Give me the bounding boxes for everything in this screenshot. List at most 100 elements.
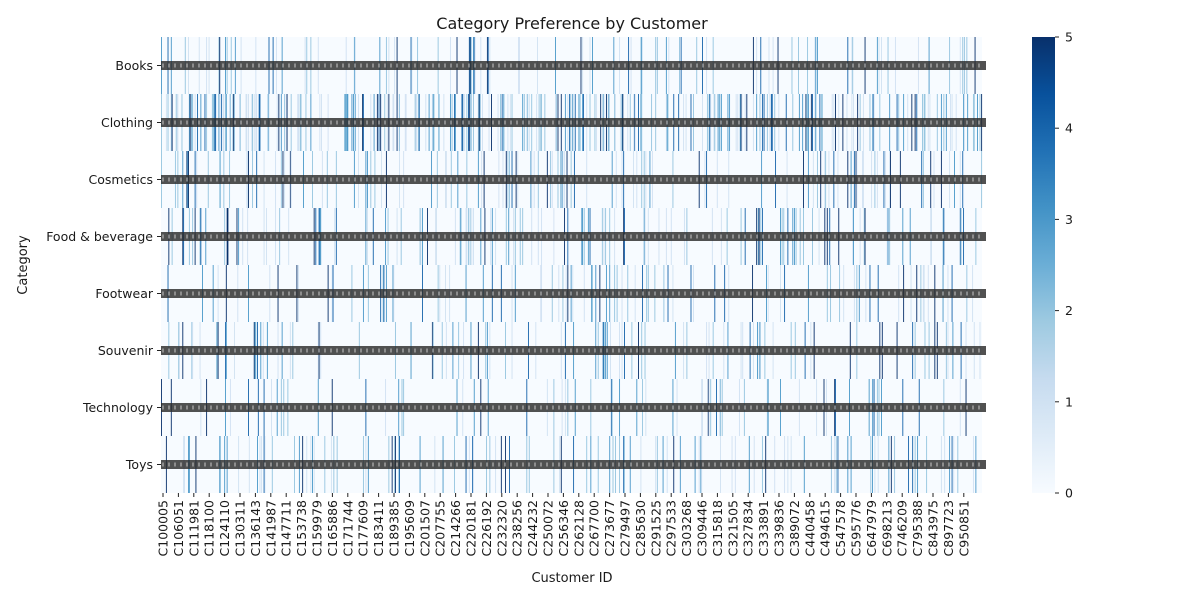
cell-annotation-glyph <box>930 462 932 467</box>
cell-annotation-glyph <box>432 405 434 410</box>
cell-annotation-glyph <box>930 234 932 239</box>
cell-annotation-glyph <box>408 177 410 182</box>
cell-annotation-glyph <box>264 177 266 182</box>
cell-annotation-glyph <box>420 234 422 239</box>
cell-annotation-glyph <box>702 462 704 467</box>
cell-annotation-glyph <box>510 120 512 125</box>
cell-annotation-glyph <box>294 405 296 410</box>
colorbar-tick-label: 4 <box>1065 121 1073 136</box>
cell-annotation-glyph <box>966 120 968 125</box>
cell-annotation-glyph <box>978 234 980 239</box>
cell-annotation-glyph <box>840 120 842 125</box>
cell-annotation-glyph <box>840 63 842 68</box>
cell-annotation-glyph <box>744 405 746 410</box>
cell-annotation-glyph <box>792 63 794 68</box>
cell-annotation-glyph <box>708 234 710 239</box>
y-tick-label: Cosmetics <box>88 172 153 187</box>
x-tick-label: C309446 <box>695 500 710 556</box>
colorbar-tick-label: 3 <box>1065 212 1073 227</box>
cell-annotation-glyph <box>834 291 836 296</box>
cell-annotation-glyph <box>888 234 890 239</box>
cell-annotation-glyph <box>564 291 566 296</box>
cell-annotation-glyph <box>732 462 734 467</box>
cell-annotation-glyph <box>660 291 662 296</box>
cell-annotation-glyph <box>258 63 260 68</box>
cell-annotation-glyph <box>852 291 854 296</box>
cell-annotation-glyph <box>168 234 170 239</box>
cell-annotation-glyph <box>480 234 482 239</box>
cell-annotation-glyph <box>402 291 404 296</box>
cell-annotation-glyph <box>618 405 620 410</box>
cell-annotation-glyph <box>870 120 872 125</box>
cell-annotation-glyph <box>780 63 782 68</box>
cell-annotation-glyph <box>666 63 668 68</box>
cell-annotation-glyph <box>486 462 488 467</box>
cell-annotation-glyph <box>168 177 170 182</box>
cell-annotation-glyph <box>618 234 620 239</box>
cell-annotation-glyph <box>600 234 602 239</box>
cell-annotation-glyph <box>534 120 536 125</box>
cell-annotation-glyph <box>978 291 980 296</box>
cell-annotation-glyph <box>276 177 278 182</box>
cell-annotation-glyph <box>714 462 716 467</box>
cell-annotation-glyph <box>582 348 584 353</box>
cell-annotation-glyph <box>708 405 710 410</box>
cell-annotation-glyph <box>576 177 578 182</box>
cell-annotation-glyph <box>930 177 932 182</box>
cell-annotation-glyph <box>918 234 920 239</box>
cell-annotation-glyph <box>642 348 644 353</box>
cell-annotation-glyph <box>966 291 968 296</box>
cell-annotation-glyph <box>408 120 410 125</box>
x-tick-label: C214266 <box>448 500 463 556</box>
x-tick-label: C250072 <box>541 500 556 556</box>
cell-annotation-glyph <box>684 63 686 68</box>
cell-annotation-glyph <box>276 120 278 125</box>
cell-annotation-glyph <box>672 348 674 353</box>
cell-annotation-glyph <box>294 462 296 467</box>
cell-annotation-glyph <box>942 348 944 353</box>
cell-annotation-glyph <box>294 177 296 182</box>
cell-annotation-glyph <box>474 348 476 353</box>
cell-annotation-glyph <box>828 177 830 182</box>
cell-annotation-glyph <box>642 462 644 467</box>
cell-annotation-glyph <box>468 348 470 353</box>
cell-annotation-glyph <box>354 120 356 125</box>
cell-annotation-glyph <box>342 177 344 182</box>
cell-annotation-glyph <box>786 405 788 410</box>
cell-annotation-glyph <box>480 63 482 68</box>
cell-annotation-glyph <box>774 120 776 125</box>
cell-annotation-glyph <box>654 405 656 410</box>
x-tick-label: C220181 <box>464 500 479 556</box>
cell-annotation-glyph <box>306 63 308 68</box>
cell-annotation-glyph <box>510 291 512 296</box>
cell-annotation-glyph <box>408 234 410 239</box>
x-tick-label: C897723 <box>941 500 956 556</box>
cell-annotation-glyph <box>378 63 380 68</box>
cell-annotation-glyph <box>660 63 662 68</box>
cell-annotation-glyph <box>414 462 416 467</box>
cell-annotation-glyph <box>468 120 470 125</box>
cell-annotation-glyph <box>456 462 458 467</box>
cell-annotation-glyph <box>420 177 422 182</box>
cell-annotation-glyph <box>774 291 776 296</box>
cell-annotation-glyph <box>930 120 932 125</box>
cell-annotation-glyph <box>948 291 950 296</box>
x-tick-label: C698213 <box>879 500 894 556</box>
cell-annotation-glyph <box>282 462 284 467</box>
cell-annotation-glyph <box>492 462 494 467</box>
cell-annotation-glyph <box>954 405 956 410</box>
cell-annotation-glyph <box>888 177 890 182</box>
cell-annotation-glyph <box>198 462 200 467</box>
cell-annotation-glyph <box>810 462 812 467</box>
cell-annotation-glyph <box>366 291 368 296</box>
x-tick-label: C226192 <box>479 500 494 556</box>
x-tick-label: C843975 <box>926 500 941 556</box>
cell-annotation-glyph <box>636 462 638 467</box>
cell-annotation-glyph <box>516 405 518 410</box>
cell-annotation-glyph <box>696 348 698 353</box>
cell-annotation-glyph <box>816 291 818 296</box>
cell-annotation-glyph <box>342 348 344 353</box>
cell-annotation-glyph <box>306 462 308 467</box>
cell-annotation-glyph <box>552 63 554 68</box>
colorbar-tick-label: 2 <box>1065 303 1073 318</box>
